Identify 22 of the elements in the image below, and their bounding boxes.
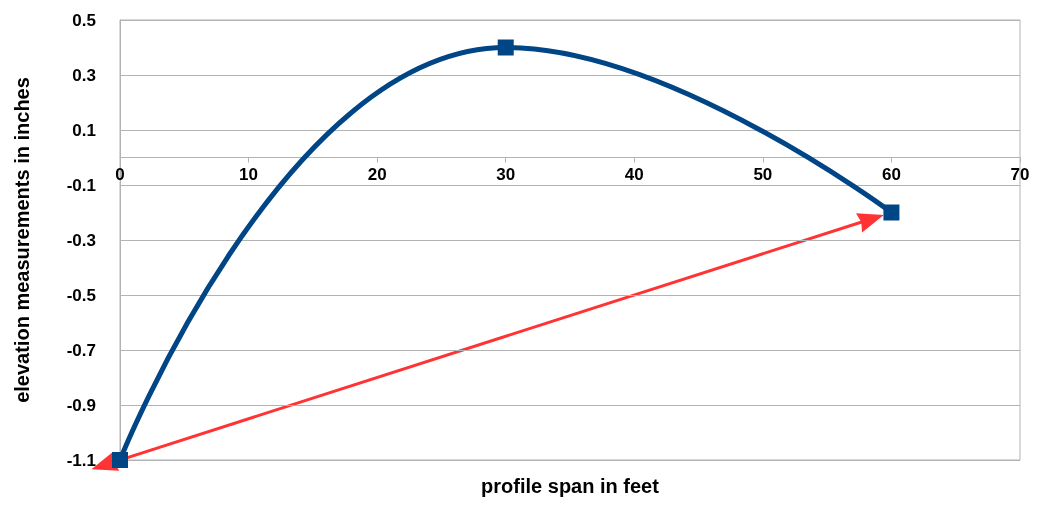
y-tick-label: -0.7 (66, 340, 96, 360)
x-tick-label: 50 (753, 164, 773, 184)
y-tick-label: -0.1 (66, 175, 96, 195)
y-axis-title: elevation measurements in inches (11, 77, 33, 403)
y-tick-label: 0.5 (72, 10, 96, 30)
x-tick-label: 30 (496, 164, 516, 184)
x-tick-label: 10 (239, 164, 259, 184)
y-tick-label: -0.9 (66, 395, 96, 415)
x-tick-label: 70 (1010, 164, 1030, 184)
y-tick-label: -1.1 (66, 450, 96, 470)
x-tick-label: 40 (624, 164, 644, 184)
y-tick-label: -0.3 (66, 230, 96, 250)
x-tick-label: 20 (367, 164, 387, 184)
point (497, 39, 514, 56)
y-tick-label: -0.5 (66, 285, 96, 305)
x-tick-label: 0 (115, 164, 125, 184)
y-tick-label: 0.3 (72, 65, 96, 85)
point (883, 204, 900, 221)
y-tick-label: 0.1 (72, 120, 96, 140)
x-axis-title: profile span in feet (481, 474, 660, 497)
x-tick-label: 60 (881, 164, 901, 184)
point (112, 452, 128, 468)
